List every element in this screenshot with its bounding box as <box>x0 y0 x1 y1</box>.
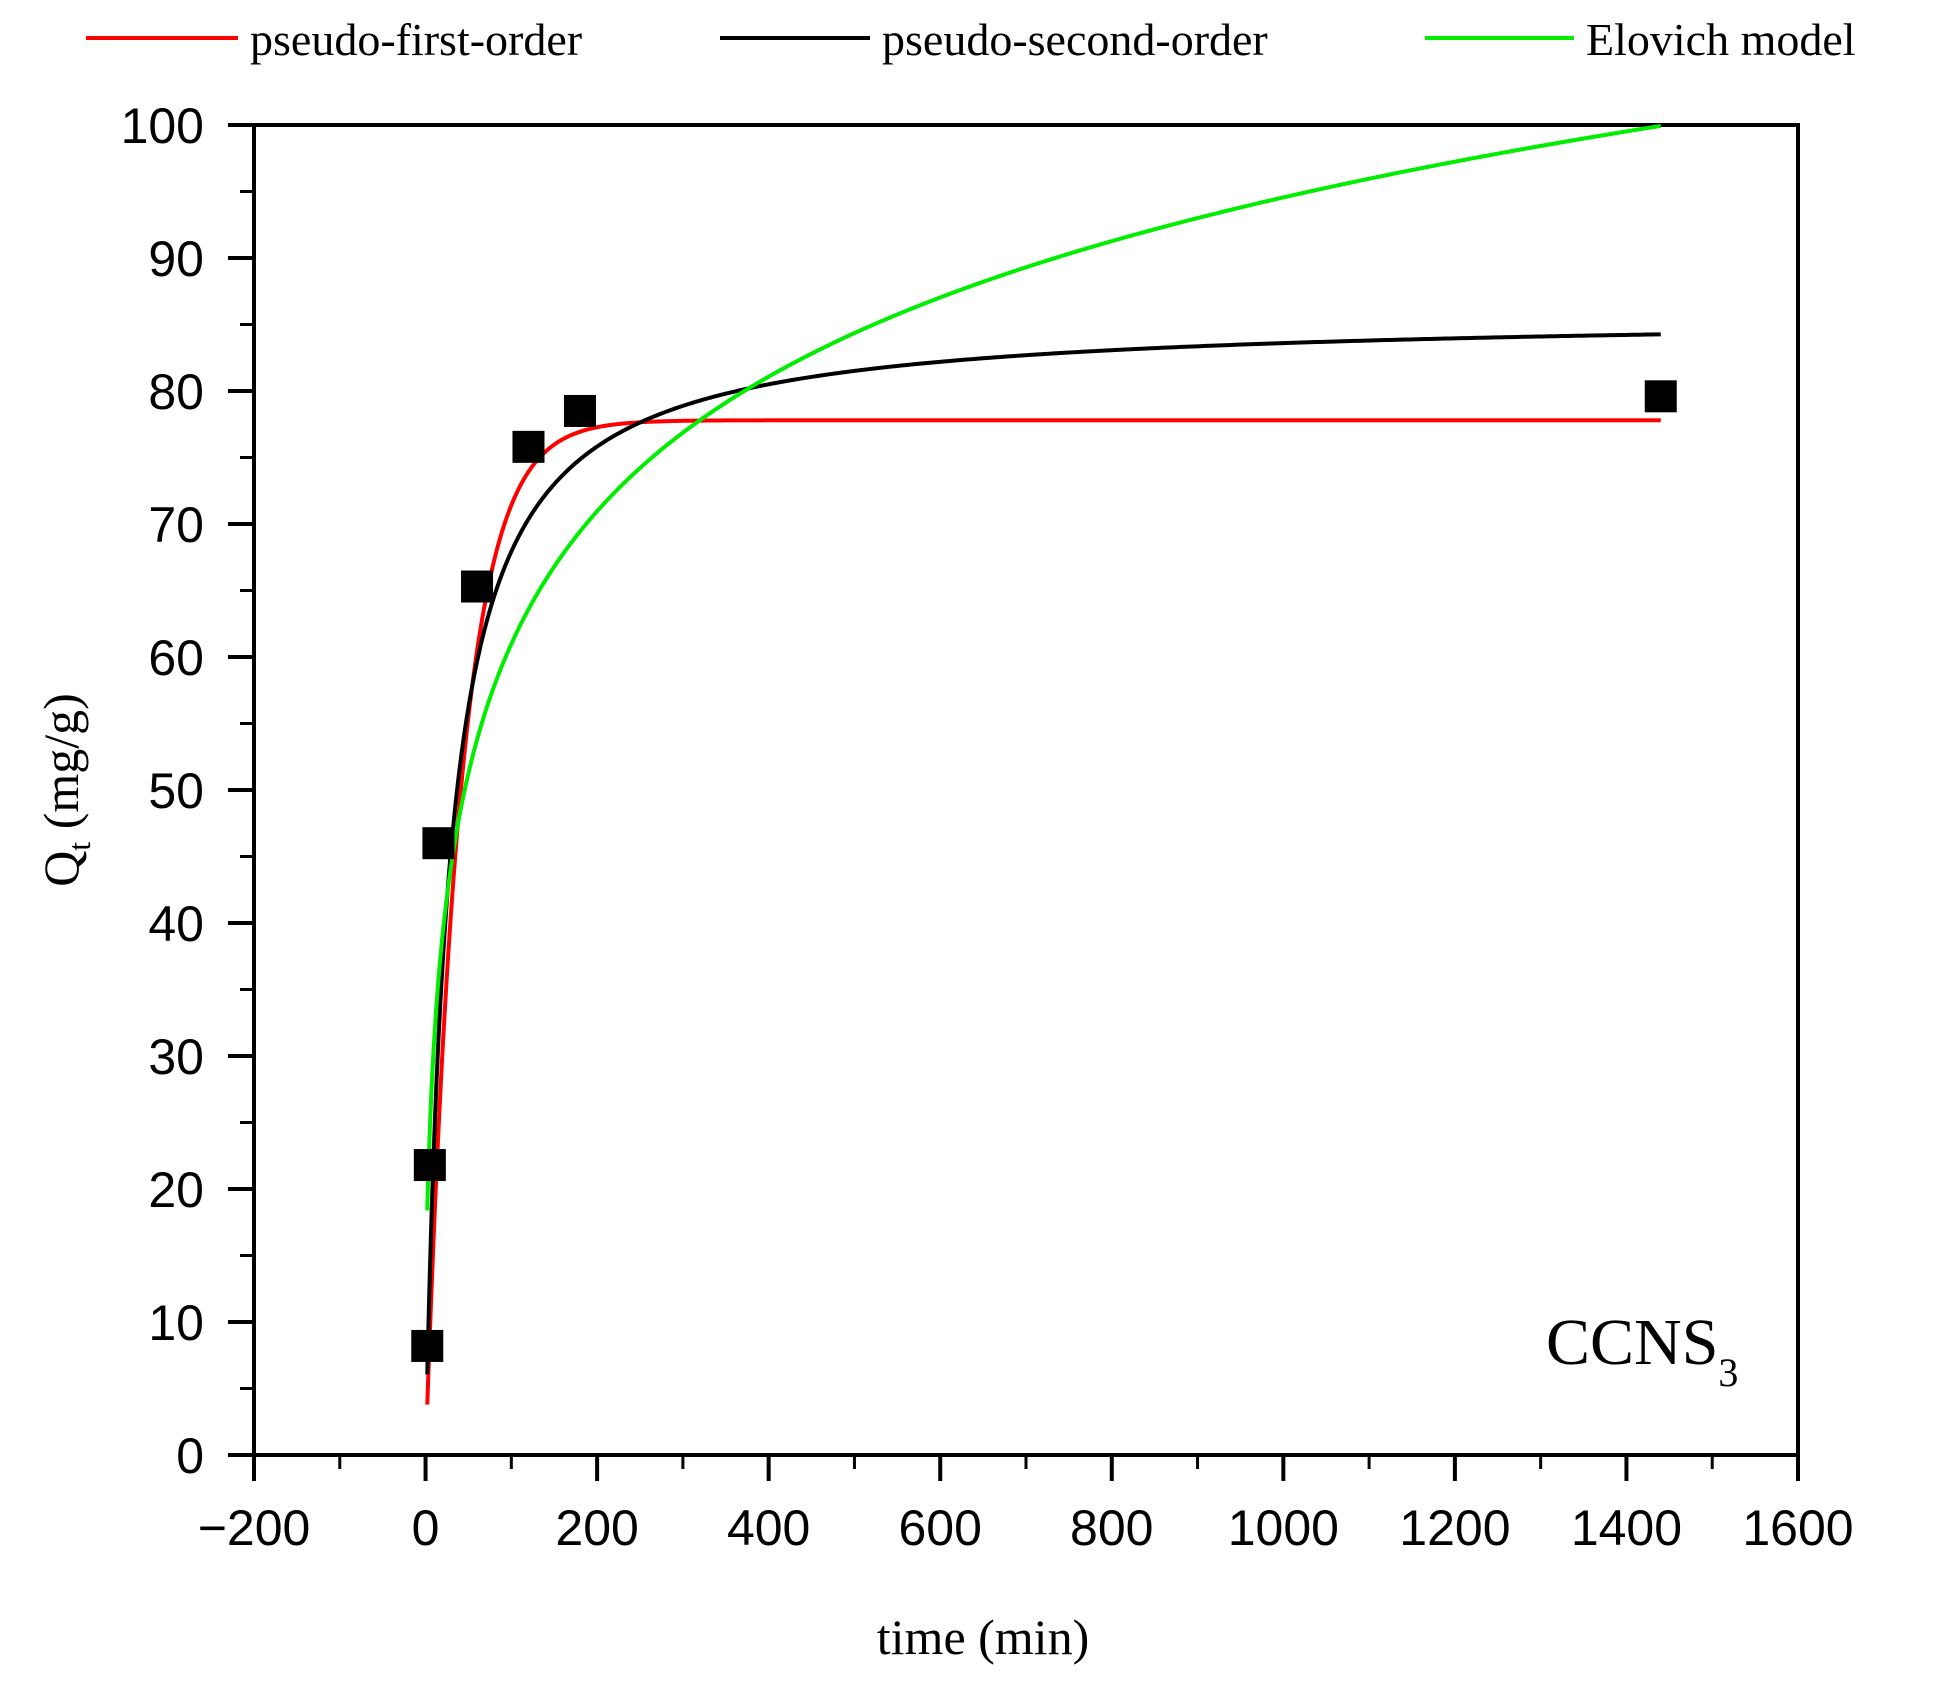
data-point <box>512 430 545 463</box>
axis-ticks: −200 0 200 400 600 800 1000 1200 1400 1600 0 10 20 30… <box>121 98 1854 1556</box>
x-tick-label: 1600 <box>1742 1500 1853 1556</box>
y-tick-label: 90 <box>148 231 204 287</box>
x-tick-label: 1400 <box>1571 1500 1682 1556</box>
y-tick-label: 50 <box>148 763 204 819</box>
x-tick-label: 1200 <box>1399 1500 1510 1556</box>
data-point <box>422 827 455 860</box>
y-tick-label: 0 <box>176 1428 204 1484</box>
y-tick-label: 70 <box>148 497 204 553</box>
curve-pso <box>425 332 1661 1375</box>
sample-annotation-subscript: 3 <box>1718 1350 1738 1395</box>
data-point <box>413 1149 446 1182</box>
data-points <box>411 380 1677 1362</box>
x-tick-label: 800 <box>1070 1500 1153 1556</box>
x-tick-label: 600 <box>899 1500 982 1556</box>
x-tick-label: 200 <box>555 1500 638 1556</box>
y-axis-label: Qt (mg/g) <box>33 693 97 887</box>
curve-elovich <box>425 123 1662 1211</box>
curve-pfo <box>425 418 1661 1405</box>
x-axis-label: time (min) <box>877 1609 1089 1665</box>
data-point <box>411 1329 444 1362</box>
y-tick-label: 10 <box>148 1295 204 1351</box>
x-tick-label: −200 <box>198 1500 311 1556</box>
y-axis-label-subscript: t <box>61 842 97 851</box>
y-tick-label: 100 <box>121 98 204 154</box>
y-tick-label: 40 <box>148 896 204 952</box>
model-curves <box>425 123 1662 1405</box>
x-tick-label: 0 <box>412 1500 440 1556</box>
y-axis-label-main: Q <box>33 851 89 887</box>
legend-label-pfo: pseudo-first-order <box>250 14 582 65</box>
sample-annotation-main: CCNS <box>1546 1306 1718 1379</box>
y-axis-label-unit: (mg/g) <box>33 693 89 842</box>
x-tick-label: 1000 <box>1228 1500 1339 1556</box>
y-tick-label: 60 <box>148 630 204 686</box>
legend-label-pso: pseudo-second-order <box>882 14 1268 65</box>
svg-text:Qt (mg/g): Qt (mg/g) <box>33 693 97 887</box>
data-point <box>461 570 494 603</box>
legend: pseudo-first-order pseudo-second-order E… <box>86 14 1856 65</box>
data-point <box>563 394 596 427</box>
legend-label-elovich: Elovich model <box>1586 14 1856 65</box>
data-point <box>1644 380 1677 413</box>
x-tick-label: 400 <box>727 1500 810 1556</box>
y-tick-label: 20 <box>148 1162 204 1218</box>
sample-annotation: CCNS3 <box>1546 1306 1738 1395</box>
plot-frame <box>252 123 1800 1457</box>
y-tick-label: 80 <box>148 364 204 420</box>
y-tick-label: 30 <box>148 1029 204 1085</box>
